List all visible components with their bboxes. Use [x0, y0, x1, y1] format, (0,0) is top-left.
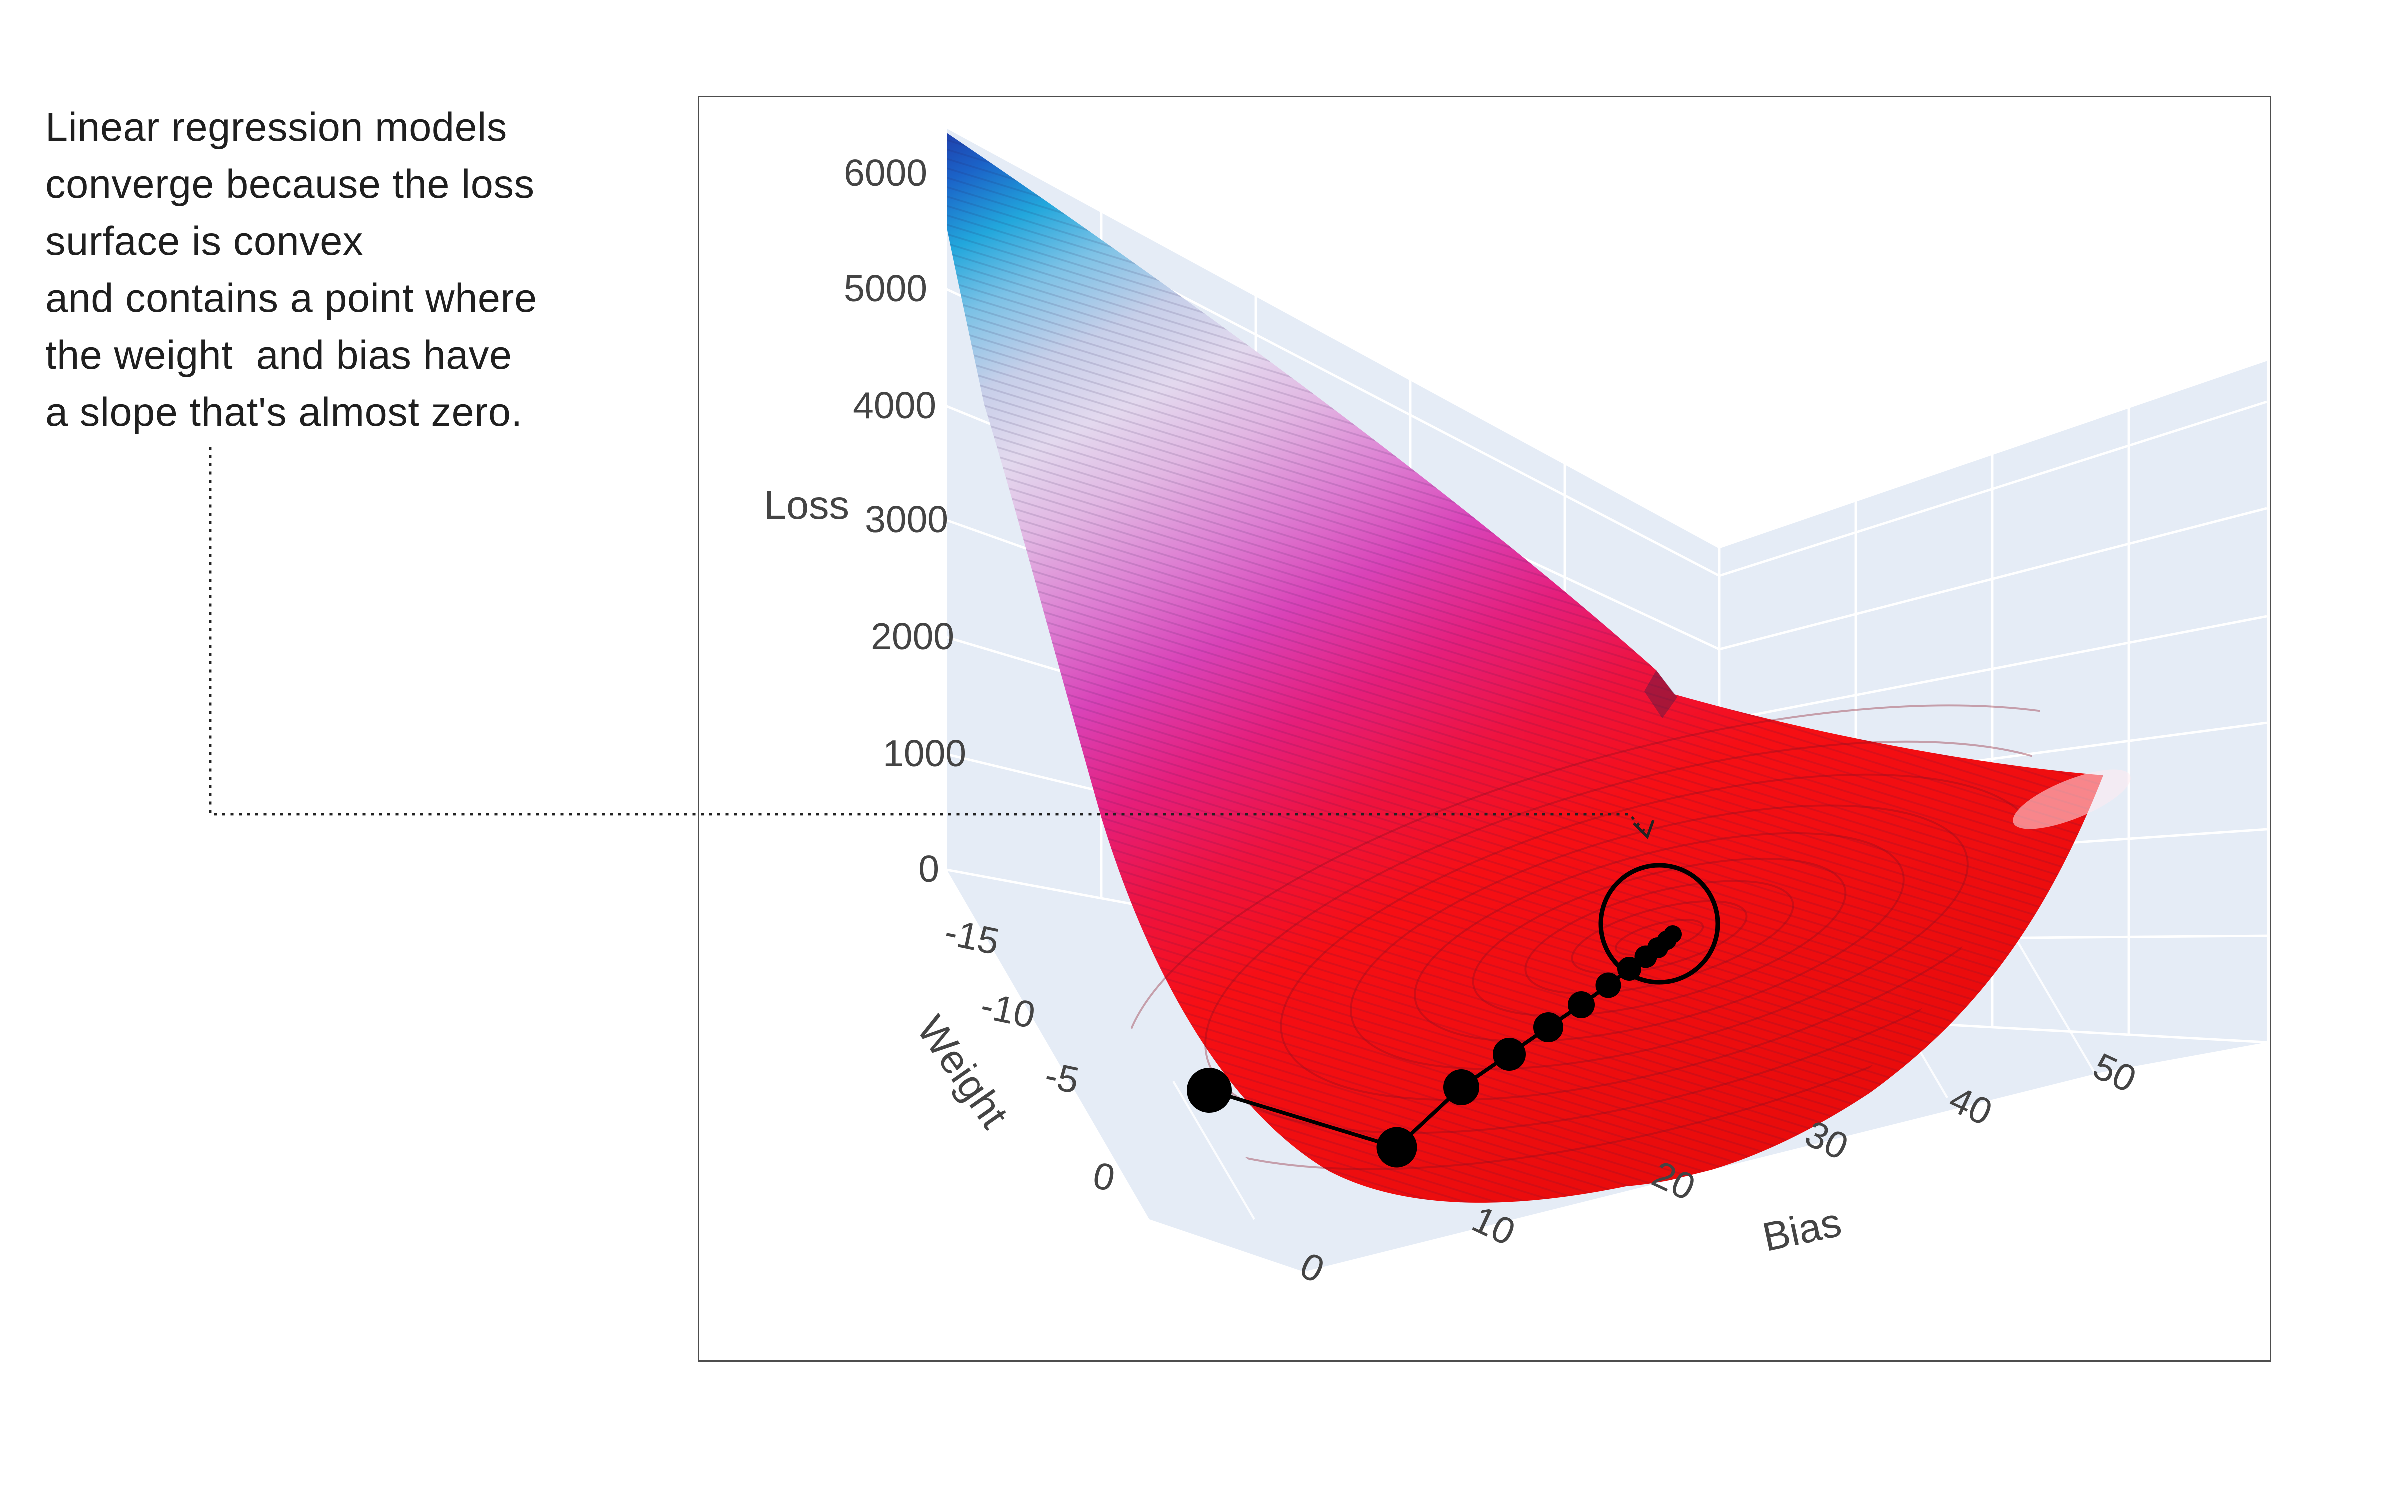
loss-tick: 3000 [865, 498, 948, 540]
weight-tick: 0 [1089, 1154, 1118, 1200]
loss-axis: 6000 5000 4000 3000 2000 1000 0 Loss [764, 152, 966, 890]
surface-fold-shadow [1644, 670, 1677, 718]
descent-point [1443, 1070, 1479, 1106]
descent-point [1568, 992, 1595, 1018]
annotation-note: Linear regression models converge becaus… [45, 105, 537, 435]
loss-surface-chart: 6000 5000 4000 3000 2000 1000 0 Loss -15… [698, 96, 2271, 1362]
descent-point [1617, 957, 1641, 981]
descent-point [1493, 1038, 1526, 1071]
loss-tick: 1000 [883, 732, 966, 774]
surface-plot-scene: 6000 5000 4000 3000 2000 1000 0 Loss -15… [764, 126, 2267, 1291]
descent-point [1376, 1127, 1417, 1168]
descent-point [1187, 1068, 1232, 1113]
loss-tick: 4000 [853, 384, 936, 426]
descent-point [1595, 972, 1621, 998]
loss-tick: 0 [918, 848, 939, 890]
weight-tick: -5 [1041, 1054, 1083, 1102]
loss-axis-title: Loss [764, 483, 849, 528]
surface-tip-sheen [2013, 770, 2131, 830]
loss-tick: 6000 [844, 152, 927, 194]
minimum-highlight [1598, 863, 1720, 985]
loss-tick: 5000 [844, 268, 927, 310]
bias-axis-title: Bias [1759, 1200, 1845, 1260]
descent-point [1664, 926, 1682, 944]
minimum-circle [1598, 863, 1720, 985]
descent-point [1533, 1012, 1563, 1042]
loss-tick: 2000 [871, 616, 954, 658]
gradient-descent-path [1187, 926, 1682, 1168]
